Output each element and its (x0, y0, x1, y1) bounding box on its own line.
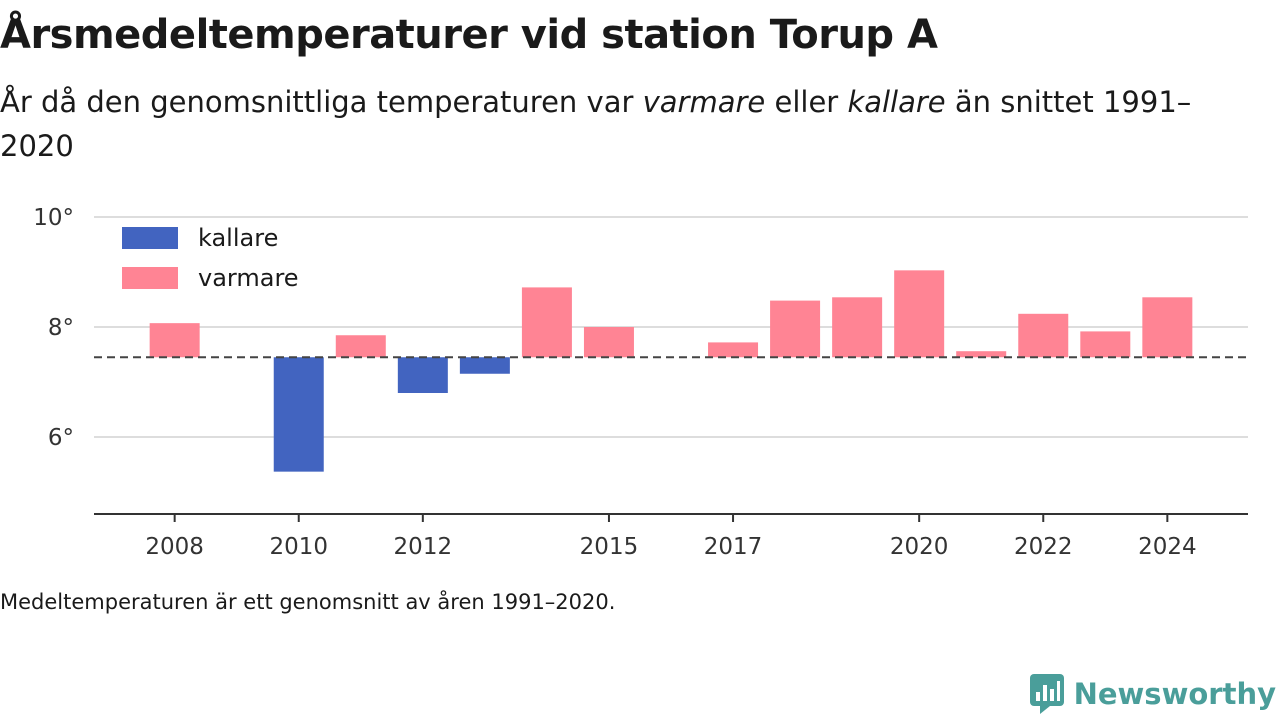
y-tick-label: 10° (33, 205, 74, 231)
bar-2020 (894, 270, 945, 358)
brand-logo: Newsworthy (1028, 672, 1276, 716)
legend-label-kallare: kallare (198, 224, 278, 252)
x-tick-label: 2010 (269, 534, 328, 560)
x-tick-label: 2017 (704, 534, 763, 560)
footnote: Medeltemperaturen är ett genomsnitt av å… (0, 590, 616, 614)
y-tick-label: 8° (48, 315, 74, 341)
chart-title: Årsmedeltemperaturer vid station Torup A (0, 12, 938, 58)
x-tick-label: 2015 (580, 534, 639, 560)
brand-name: Newsworthy (1073, 677, 1276, 711)
bar-2017 (708, 342, 759, 358)
y-tick-label: 6° (48, 425, 74, 451)
subtitle-part: År då den genomsnittliga temperaturen va… (0, 85, 643, 119)
chart-subtitle: År då den genomsnittliga temperaturen va… (0, 80, 1200, 168)
x-tick-label: 2020 (890, 534, 949, 560)
newsworthy-logo-icon (1029, 674, 1064, 714)
legend-swatch-varmare (122, 267, 178, 289)
bar-2010 (273, 357, 324, 472)
x-tick-label: 2012 (394, 534, 453, 560)
bar-2022 (1018, 313, 1069, 358)
subtitle-part-kallare: kallare (847, 85, 946, 119)
x-tick-label: 2024 (1138, 534, 1197, 560)
bar-2021 (956, 351, 1007, 358)
bar-2014 (521, 287, 572, 358)
bar-2013 (459, 357, 510, 374)
bar-2011 (335, 335, 386, 358)
bar-2019 (832, 297, 883, 358)
bar-2012 (397, 357, 448, 393)
x-tick-label: 2022 (1014, 534, 1073, 560)
bar-2018 (770, 300, 821, 358)
subtitle-part: än snittet 1991–2020 (0, 85, 1192, 163)
legend-swatch-kallare (122, 227, 178, 249)
subtitle-part: eller (765, 85, 848, 119)
bar-2024 (1142, 297, 1193, 358)
legend-label-varmare: varmare (198, 264, 299, 292)
bar-2008 (149, 323, 200, 358)
bar-2015 (583, 327, 634, 358)
subtitle-part-varmare: varmare (642, 85, 766, 119)
bar-2023 (1080, 331, 1131, 358)
bar-chart: 6° 8° 10° 2008 2010 2012 2015 2017 2020 2022 2024 k… (33, 205, 1248, 560)
x-tick-label: 2008 (145, 534, 204, 560)
